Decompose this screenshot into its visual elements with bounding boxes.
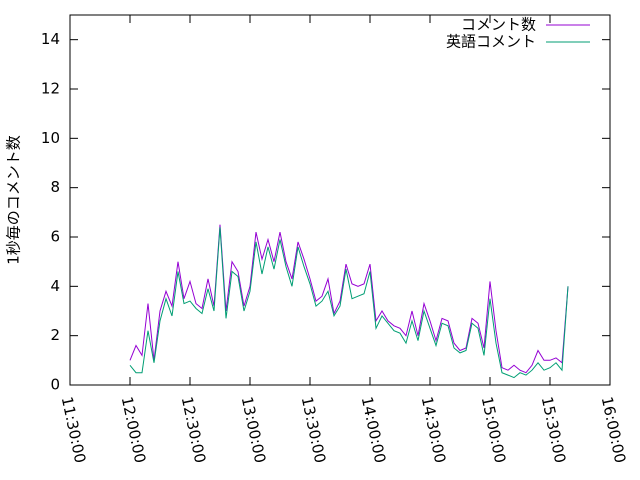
x-tick-label: 13:30:00 — [298, 395, 330, 465]
x-tick-label: 14:30:00 — [418, 395, 450, 465]
y-tick-label: 14 — [41, 30, 60, 48]
y-axis-label: 1秒毎のコメント数 — [5, 135, 23, 265]
y-tick-label: 8 — [50, 178, 60, 196]
y-tick-label: 12 — [41, 80, 60, 98]
y-tick-label: 4 — [50, 277, 60, 295]
x-tick-label: 15:00:00 — [478, 395, 510, 465]
legend-label: 英語コメント — [446, 33, 536, 51]
plot-frame — [69, 14, 611, 386]
x-tick-label: 13:00:00 — [238, 395, 270, 465]
x-tick-label: 15:30:00 — [538, 395, 570, 465]
y-tick-label: 6 — [50, 228, 60, 246]
x-tick-label: 14:00:00 — [358, 395, 390, 465]
x-tick-label: 11:30:00 — [58, 395, 90, 465]
y-tick-label: 2 — [50, 326, 60, 344]
y-tick-label: 0 — [50, 376, 60, 394]
series-line — [129, 227, 569, 379]
series-line — [129, 224, 569, 374]
x-tick-label: 12:30:00 — [178, 395, 210, 465]
x-tick-label: 12:00:00 — [118, 395, 150, 465]
x-tick-label: 16:00:00 — [598, 395, 630, 465]
y-tick-label: 10 — [41, 129, 60, 147]
legend-label: コメント数 — [461, 16, 536, 34]
